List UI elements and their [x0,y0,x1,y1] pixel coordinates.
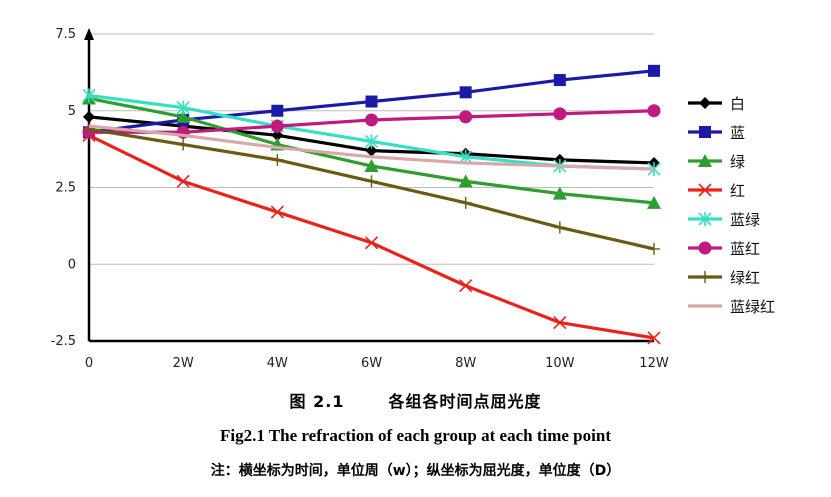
data-point [176,174,190,188]
legend-item: 蓝绿 [688,211,760,229]
x-tick-label: 6W [361,356,382,371]
data-point [553,74,566,87]
figure-number: 图 2.1 [289,392,345,411]
legend-label: 白 [730,95,745,113]
x-tick-label: 8W [455,356,476,371]
y-tick-label: 5 [68,104,76,119]
data-point [365,175,378,188]
data-point [364,236,379,250]
legend-item: 白 [688,95,745,113]
series [88,124,655,171]
legend-label: 蓝绿红 [730,298,775,316]
data-point [271,153,284,166]
legend-label: 绿 [730,153,745,171]
data-point [553,107,567,121]
legend-label: 绿红 [730,269,760,287]
figure-title-chinese: 各组各时间点屈光度 [388,392,542,411]
figure-caption-chinese: 图 2.1 各组各时间点屈光度 [0,388,831,412]
x-tick-label: 12W [639,356,669,371]
axes [84,28,654,343]
tick-labels: -2.5 0 2.5 5 7.5 0 2W 4W 6W 8W 10W 12W [51,27,669,371]
x-tick-label: 4W [267,356,288,371]
data-point [699,126,711,138]
y-tick-label: 7.5 [55,27,76,42]
x-tick-label: 0 [85,356,93,371]
data-point [459,279,473,293]
data-point [270,205,284,219]
data-point [177,138,190,151]
data-point [699,97,711,109]
legend-item: 蓝 [688,124,745,142]
data-point [647,104,661,118]
data-point [698,154,712,167]
legend-label: 蓝绿 [730,211,760,229]
series [83,64,660,139]
figure-note: 注：横坐标为时间，单位周（w）；纵坐标为屈光度，单位度（D） [210,463,621,479]
data-point [271,129,284,142]
series [82,128,661,345]
x-tick-label: 2W [173,356,194,371]
legend-item: 绿 [688,153,745,171]
legend-label: 蓝 [730,124,745,142]
x-tick-label: 10W [545,356,575,371]
legend-item: 蓝绿红 [688,298,775,316]
series-line [88,124,655,171]
line-chart: -2.502.557.50 2W 4W 6W 8W 10W 12W 白蓝绿红蓝绿蓝红绿红蓝绿… [51,27,775,371]
legend-label: 蓝红 [730,240,760,258]
y-tick-label: 0 [68,257,76,272]
data-point [365,144,378,157]
data-point [270,119,284,133]
figure-caption-english: Fig2.1 The refraction of each group at e… [220,426,611,445]
data-point [647,331,661,345]
data-point [459,196,472,209]
y-tick-label: 2.5 [55,181,76,196]
data-point [271,104,284,117]
plot-area [82,64,661,345]
data-point [459,110,473,124]
legend-item: 红 [688,182,745,200]
data-point [176,109,191,123]
data-point [648,64,660,77]
data-point [698,183,712,197]
legend-item: 绿红 [688,269,760,287]
data-point [553,221,566,234]
data-point [699,271,711,283]
data-point [698,241,712,255]
series [83,123,660,255]
data-point [365,95,378,108]
data-point [82,88,96,103]
data-point [648,242,660,255]
legend-label: 红 [730,182,745,200]
data-point [364,134,379,149]
data-point [83,123,95,136]
data-point [176,100,190,115]
data-point [459,86,472,99]
data-point [647,195,661,209]
data-point [698,212,712,226]
data-point [365,113,378,127]
legend-item: 蓝红 [688,240,760,258]
data-point [553,316,567,330]
y-tick-label: -2.5 [51,334,76,349]
data-point [83,110,95,123]
data-point [364,159,379,173]
y-axis-arrow [84,28,94,40]
data-point [458,174,473,188]
data-point [552,186,567,200]
